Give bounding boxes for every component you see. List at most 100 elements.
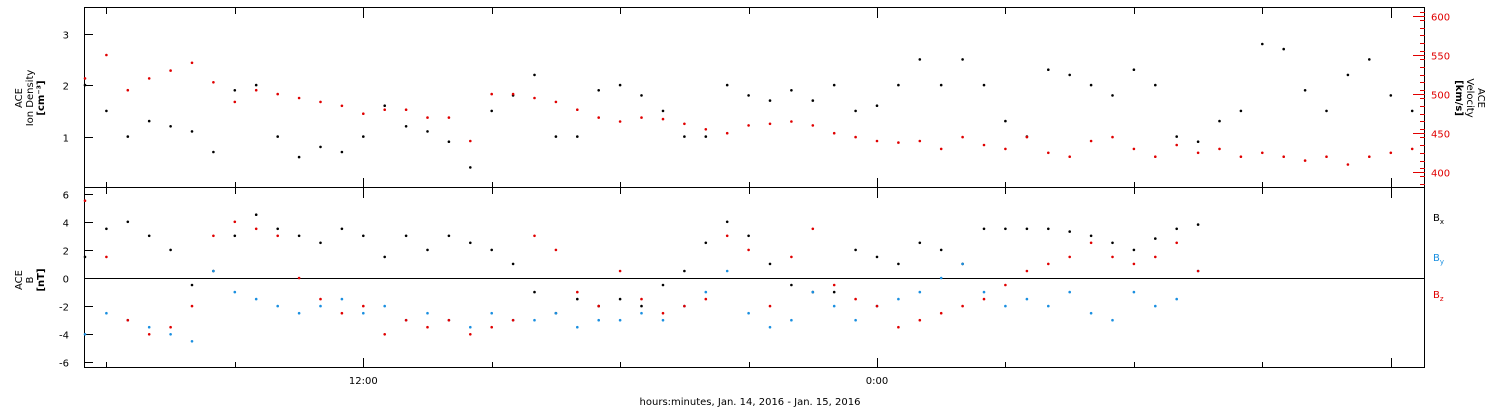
top-series-0-point	[982, 83, 986, 87]
top-series-1-point	[319, 100, 322, 104]
bottom-series-y-point	[725, 269, 729, 273]
top-series-0-point	[875, 104, 879, 107]
bottom-series-y-point	[1025, 297, 1029, 301]
bottom-left-ylabel: ACE B [nT]	[14, 268, 47, 291]
top-series-0-point	[1239, 109, 1243, 113]
bottom-series-z-point	[169, 325, 172, 329]
top-panel-frame	[84, 7, 1425, 188]
top-series-0-point	[939, 83, 943, 87]
top-series-1-point	[469, 139, 472, 143]
bottom-series-z-point	[982, 297, 986, 301]
top-series-1-point	[105, 53, 108, 57]
bottom-series-y-point	[597, 318, 600, 322]
bottom-series-z-point	[811, 227, 815, 231]
bottom-series-z-point	[832, 283, 836, 287]
top-series-0-point	[404, 125, 408, 128]
top-series-1-point	[404, 108, 408, 111]
top-series-0-point	[1175, 135, 1178, 138]
bottom-series-y-point	[340, 297, 344, 301]
top-series-1-point	[1004, 147, 1007, 151]
top-right-tick-label: 600	[1431, 13, 1450, 24]
bottom-series-y-point	[554, 311, 558, 315]
bottom-series-z-point	[1047, 262, 1050, 266]
top-series-1-point	[683, 122, 686, 126]
bottom-series-z-point	[212, 234, 215, 238]
bottom-series-z-point	[554, 248, 558, 252]
bottom-series-x-point	[640, 304, 643, 308]
top-series-1-point	[1239, 155, 1243, 158]
top-series-0-point	[533, 73, 536, 77]
top-series-1-point	[1132, 147, 1136, 151]
top-series-0-point	[490, 109, 494, 113]
top-series-0-point	[897, 83, 900, 87]
bottom-series-y-point	[190, 340, 194, 343]
bottom-series-z-point	[1068, 255, 1071, 259]
top-series-1-point	[554, 100, 558, 104]
top-series-1-point	[1175, 143, 1178, 147]
top-series-1-point	[212, 81, 215, 84]
top-series-0-point	[725, 83, 729, 87]
top-series-1-point	[1368, 155, 1371, 158]
bottom-series-x-point	[1047, 227, 1050, 231]
top-left-tick-label: 1	[63, 134, 69, 145]
bottom-series-z-point	[576, 290, 579, 294]
top-series-0-point	[83, 83, 87, 87]
bottom-series-y-point	[768, 325, 772, 329]
top-series-0-point	[105, 109, 108, 113]
top-series-0-point	[683, 135, 686, 138]
bottom-series-x-point	[1089, 234, 1093, 238]
bottom-series-x-point	[404, 234, 408, 238]
bottom-series-z-point	[875, 304, 879, 308]
top-series-1-point	[147, 77, 151, 80]
top-series-1-point	[597, 116, 600, 119]
bottom-series-z-point	[1154, 255, 1157, 259]
bottom-series-z-point	[1196, 269, 1200, 273]
bottom-series-x-point	[383, 255, 387, 259]
bottom-series-z-point	[1111, 255, 1114, 259]
top-series-0-point	[447, 140, 451, 143]
bottom-series-y-point	[1154, 304, 1157, 308]
bottom-series-y-point	[105, 311, 108, 315]
bottom-series-x-point	[725, 220, 729, 224]
bottom-series-x-point	[1196, 223, 1200, 226]
top-series-0-point	[1047, 68, 1050, 71]
bottom-series-x-point	[190, 283, 194, 287]
top-series-0-point	[597, 89, 600, 92]
bottom-series-z-point	[319, 297, 322, 301]
bottom-series-y-point	[576, 325, 579, 329]
top-series-1-point	[83, 77, 87, 80]
bottom-series-z-point	[897, 325, 900, 329]
bottom-series-y-point	[319, 304, 322, 308]
top-series-1-point	[961, 135, 964, 139]
bottom-series-y-point	[1175, 297, 1178, 301]
top-series-0-point	[854, 109, 857, 113]
bottom-series-y-point	[362, 311, 365, 315]
top-series-0-point	[469, 166, 472, 169]
top-series-1-point	[618, 120, 622, 123]
top-series-1-point	[1282, 155, 1285, 158]
top-series-1-point	[1196, 151, 1200, 155]
top-series-0-point	[1218, 119, 1221, 123]
legend-label-y: By	[1433, 253, 1444, 266]
bottom-series-x-point	[1111, 241, 1114, 245]
top-series-0-point	[1196, 140, 1200, 143]
bottom-left-tick-label: -4	[59, 331, 69, 342]
top-series-0-point	[1346, 73, 1350, 77]
top-right-tick-label: 450	[1431, 130, 1450, 141]
bottom-series-z-point	[126, 318, 130, 322]
bottom-series-y-point	[276, 304, 280, 308]
bottom-series-x-point	[982, 227, 986, 231]
bottom-series-x-point	[490, 248, 494, 252]
top-right-axis: 400 450 500 550 600	[1413, 12, 1450, 185]
top-series-1-point	[576, 108, 579, 111]
bottom-series-x-point	[1132, 248, 1136, 252]
bottom-series-x-point	[319, 241, 322, 245]
bottom-series-x-point	[918, 241, 922, 245]
x-axis: 12:00 0:00	[106, 8, 1392, 387]
bottom-series-z-point	[490, 325, 494, 329]
bottom-series-z-point	[190, 304, 194, 308]
bottom-series-y-point	[533, 318, 536, 322]
bottom-series-x-point	[1068, 230, 1071, 233]
legend-label-z: Bz	[1433, 290, 1444, 303]
bottom-series-x-point	[233, 234, 237, 238]
